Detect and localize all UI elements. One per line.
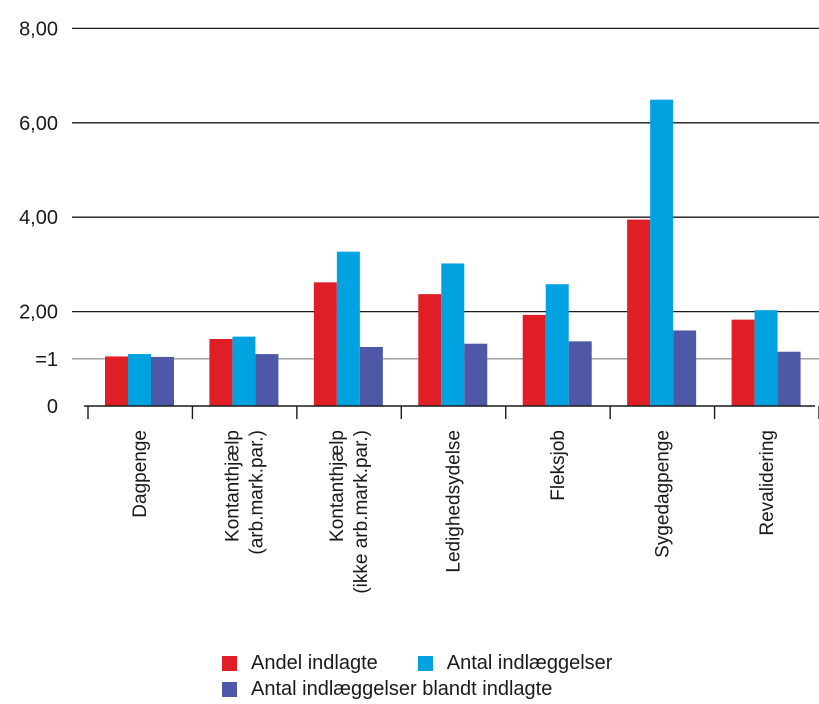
- bar: [522, 314, 546, 406]
- x-tick-label: Dagpenge: [130, 430, 151, 518]
- y-tick-label: 4,00: [19, 207, 58, 229]
- legend-row-2: Antal indlæggelser blandt indlagte: [222, 676, 742, 702]
- bar: [209, 338, 233, 406]
- x-tick-label: Revalidering: [757, 430, 778, 536]
- y-tick-label: 6,00: [19, 113, 58, 135]
- legend-swatch-andel-indlagte: [222, 655, 237, 671]
- legend-swatch-antal-indlaeggelser: [417, 655, 433, 671]
- bar: [464, 343, 488, 406]
- legend-label-antal-indlaeggelser-blandt-indlagte: Antal indlæggelser blandt indlagte: [251, 677, 553, 700]
- x-tick-label: (arb.mark.par.): [247, 430, 268, 555]
- bar: [627, 219, 651, 406]
- bar: [777, 351, 801, 406]
- legend-swatch-antal-indlaeggelser-blandt-indlagte: [222, 681, 237, 697]
- bar: [128, 354, 151, 406]
- bar: [313, 282, 337, 406]
- y-tick-label: 2,00: [19, 302, 58, 324]
- bar: [336, 251, 360, 406]
- legend-row-1: Andel indlagte Antal indlæggelser: [222, 650, 742, 676]
- legend-item-antal-indlaeggelser-blandt-indlagte: Antal indlæggelser blandt indlagte: [222, 678, 552, 701]
- x-tick-label: Kontanthjælp: [327, 430, 348, 542]
- bar: [105, 356, 128, 406]
- bar: [232, 336, 256, 406]
- bar: [545, 284, 569, 406]
- bar: [650, 99, 674, 406]
- legend: Andel indlagte Antal indlæggelser Antal …: [222, 650, 742, 702]
- x-tick-label: Kontanthjælp: [223, 430, 244, 542]
- bar: [359, 347, 383, 406]
- bar: [151, 356, 174, 406]
- bar: [673, 330, 697, 406]
- bar: [754, 310, 778, 406]
- bar: [418, 294, 442, 406]
- bars-layer: [105, 99, 801, 406]
- y-tick-label: 0: [47, 396, 58, 418]
- legend-label-antal-indlaeggelser: Antal indlæggelser: [446, 651, 613, 674]
- bar: [731, 319, 755, 406]
- y-tick-label: =1: [35, 349, 58, 371]
- bar: [441, 263, 465, 406]
- legend-item-andel-indlagte: Andel indlagte: [222, 652, 378, 675]
- x-tick-label: (ikke arb.mark.par.): [351, 430, 372, 594]
- x-tick-label: Ledighedsydelse: [444, 430, 465, 573]
- bar: [568, 341, 592, 406]
- x-tick-label: Sygedagpenge: [652, 430, 673, 558]
- legend-item-antal-indlaeggelser: Antal indlæggelser: [417, 651, 613, 675]
- legend-label-andel-indlagte: Andel indlagte: [251, 651, 378, 674]
- y-tick-label: 8,00: [19, 18, 58, 40]
- bar: [255, 354, 279, 406]
- x-tick-label: Fleksjob: [548, 430, 569, 501]
